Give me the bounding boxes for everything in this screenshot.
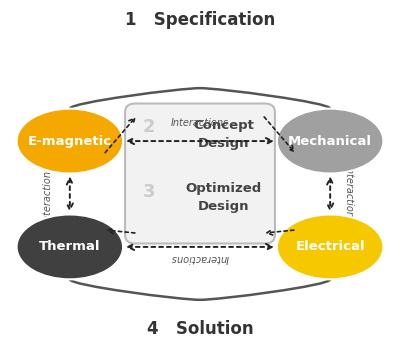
Text: 3: 3	[143, 183, 155, 201]
Text: 2: 2	[143, 118, 155, 136]
Text: Thermal: Thermal	[39, 240, 100, 253]
Ellipse shape	[16, 109, 123, 174]
Ellipse shape	[16, 214, 123, 279]
Text: 1   Specification: 1 Specification	[125, 11, 275, 29]
Text: Interactions: Interactions	[171, 118, 229, 128]
FancyBboxPatch shape	[125, 103, 275, 244]
Ellipse shape	[277, 109, 384, 174]
Text: Interactions: Interactions	[344, 165, 354, 223]
Text: Optimized
Design: Optimized Design	[186, 182, 262, 213]
Ellipse shape	[277, 214, 384, 279]
Text: Mechanical: Mechanical	[288, 135, 372, 147]
Text: 4   Solution: 4 Solution	[147, 320, 253, 338]
Text: Interactions: Interactions	[171, 253, 229, 263]
Text: E-magnetic: E-magnetic	[28, 135, 112, 147]
Text: Electrical: Electrical	[295, 240, 365, 253]
Text: Concept
Design: Concept Design	[193, 119, 254, 150]
Text: Interactions: Interactions	[43, 165, 53, 223]
